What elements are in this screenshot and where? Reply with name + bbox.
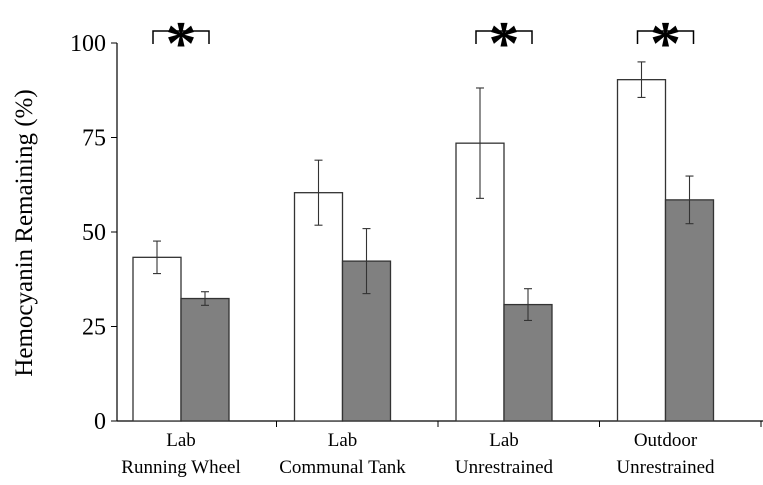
gray-bar (664, 199, 715, 422)
category-label-line2: Running Wheel (121, 457, 240, 478)
y-tick-label: 50 (82, 220, 106, 246)
white-bar (132, 256, 182, 422)
category-label-line1: Lab (166, 430, 196, 451)
gray-bar (180, 297, 230, 422)
bars (132, 79, 715, 422)
category-label-line1: Lab (489, 430, 519, 451)
category-label-line1: Outdoor (634, 430, 698, 451)
y-tick-label: 25 (82, 315, 106, 341)
white-bar (616, 79, 667, 422)
significance-bracket (152, 30, 210, 44)
category-label-line2: Communal Tank (279, 457, 406, 478)
y-tick-label: 75 (82, 126, 106, 152)
category-label-line1: Lab (328, 430, 358, 451)
category-label-line2: Unrestrained (616, 457, 715, 478)
gray-bar (503, 303, 553, 422)
y-tick-label: 100 (70, 31, 106, 57)
significance-bracket (475, 30, 533, 44)
significance-bracket (636, 30, 695, 44)
significance-asterisk: * (166, 10, 197, 78)
error-bars (153, 61, 694, 322)
gray-bar (341, 260, 392, 422)
significance-asterisk: * (650, 10, 681, 78)
y-tick-label: 0 (94, 409, 106, 435)
significance-asterisk: * (489, 10, 520, 78)
category-labels: Lab Running Wheel Lab Communal Tank Lab Unres… (121, 430, 715, 478)
significance-markers: * * * (152, 10, 695, 78)
category-label-line2: Unrestrained (455, 457, 554, 478)
y-axis-title: Hemocyanin Remaining (%) (11, 89, 38, 376)
white-bar (293, 192, 344, 422)
